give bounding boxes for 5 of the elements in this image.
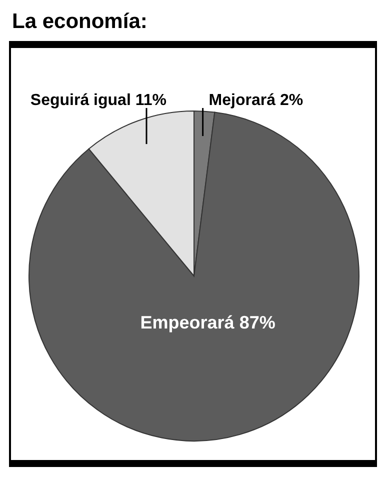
slice-label: Empeorará 87% (140, 312, 276, 333)
slice-label: Mejorará 2% (208, 92, 304, 109)
pie-slice (28, 112, 360, 442)
chart-title: La economía: (12, 10, 148, 33)
slice-label: Seguirá igual 11% (30, 92, 166, 109)
